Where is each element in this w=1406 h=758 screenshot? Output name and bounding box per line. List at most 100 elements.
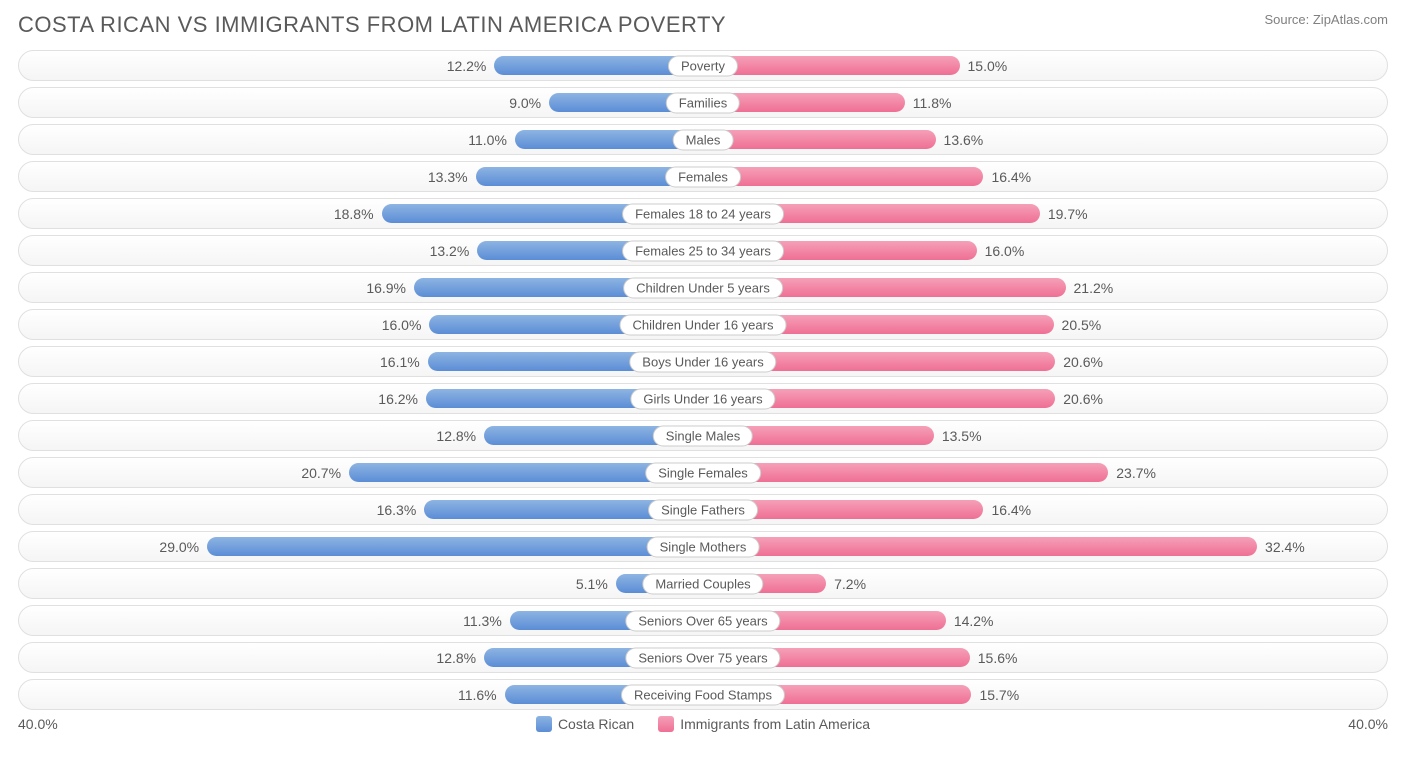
bar-value-left: 16.3% [377,502,417,518]
bar-value-right: 11.8% [913,95,952,111]
bar-half-left: 13.2% [19,236,703,265]
category-label: Males [673,129,734,150]
bar-value-right: 16.0% [985,243,1025,259]
bar-row: 16.9%21.2%Children Under 5 years [18,272,1388,303]
bar-half-right: 15.6% [703,643,1387,672]
bar-half-right: 11.8% [703,88,1387,117]
bar-value-left: 20.7% [301,465,341,481]
bar-value-left: 12.2% [447,58,487,74]
category-label: Seniors Over 75 years [625,647,780,668]
bar-value-right: 20.6% [1063,354,1103,370]
bar-value-left: 18.8% [334,206,374,222]
diverging-bar-chart: 12.2%15.0%Poverty9.0%11.8%Families11.0%1… [18,50,1388,710]
bar-row: 16.1% 20.6% Boys Under 16 years [18,346,1388,377]
bar-value-left: 13.3% [428,169,468,185]
bar-value-right: 32.4% [1265,539,1305,555]
bar-value-left: 12.8% [436,650,476,666]
bar-row: 12.8% 15.6% Seniors Over 75 years [18,642,1388,673]
bar-half-left: 11.3% [19,606,703,635]
legend-label-left: Costa Rican [558,716,634,732]
bar-row: 11.3%14.2%Seniors Over 65 years [18,605,1388,636]
bar-half-left: 16.0% [19,310,703,339]
bar-value-left: 13.2% [430,243,470,259]
bar-value-left: 5.1% [576,576,608,592]
bar-value-left: 9.0% [509,95,541,111]
bar-row: 12.2% 15.0%Poverty [18,50,1388,81]
bar-half-left: 20.7% [19,458,703,487]
bar-value-right: 20.5% [1062,317,1102,333]
bar-half-left: 9.0% [19,88,703,117]
category-label: Girls Under 16 years [630,388,775,409]
category-label: Poverty [668,55,738,76]
bar-row: 12.8% 13.5% Single Males [18,420,1388,451]
bar-left [207,537,703,556]
bar-half-left: 16.1% [19,347,703,376]
bar-half-left: 16.3% [19,495,703,524]
bar-half-right: 20.6% [703,384,1387,413]
bar-value-right: 21.2% [1074,280,1114,296]
legend-label-right: Immigrants from Latin America [680,716,870,732]
category-label: Boys Under 16 years [629,351,776,372]
bar-row: 13.3% 16.4% Females [18,161,1388,192]
bar-row: 16.3% 16.4% Single Fathers [18,494,1388,525]
bar-value-right: 19.7% [1048,206,1088,222]
legend-swatch-pink-icon [658,716,674,732]
bar-value-right: 16.4% [991,502,1031,518]
bar-half-right: 16.0% [703,236,1387,265]
bar-half-right: 13.5% [703,421,1387,450]
category-label: Receiving Food Stamps [621,684,785,705]
bar-value-left: 16.9% [366,280,406,296]
bar-half-right: 23.7% [703,458,1387,487]
bar-value-right: 23.7% [1116,465,1156,481]
category-label: Families [666,92,740,113]
category-label: Females 18 to 24 years [622,203,784,224]
bar-half-right: 13.6% [703,125,1387,154]
bar-row: 5.1% 7.2% Married Couples [18,568,1388,599]
bar-value-right: 7.2% [834,576,866,592]
bar-half-left: 13.3% [19,162,703,191]
chart-footer: 40.0% Costa Rican Immigrants from Latin … [18,716,1388,732]
bar-half-right: 20.5% [703,310,1387,339]
bar-value-left: 11.6% [458,687,497,703]
bar-right [703,537,1257,556]
bar-half-right: 21.2% [703,273,1387,302]
bar-half-right: 16.4% [703,495,1387,524]
bar-row: 18.8% 19.7% Females 18 to 24 years [18,198,1388,229]
bar-half-right: 19.7% [703,199,1387,228]
bar-half-right: 15.0% [703,51,1387,80]
bar-half-right: 14.2% [703,606,1387,635]
bar-row: 11.6%15.7%Receiving Food Stamps [18,679,1388,710]
legend-swatch-blue-icon [536,716,552,732]
bar-value-left: 16.0% [382,317,422,333]
category-label: Married Couples [642,573,763,594]
bar-value-right: 13.5% [942,428,982,444]
bar-half-left: 5.1% [19,569,703,598]
bar-row: 11.0% 13.6%Males [18,124,1388,155]
bar-half-left: 18.8% [19,199,703,228]
bar-value-right: 15.6% [978,650,1018,666]
category-label: Single Fathers [648,499,758,520]
legend: Costa Rican Immigrants from Latin Americ… [536,716,870,732]
bar-half-left: 12.8% [19,421,703,450]
category-label: Children Under 16 years [620,314,787,335]
category-label: Single Males [653,425,753,446]
bar-value-left: 16.1% [380,354,420,370]
bar-half-right: 7.2% [703,569,1387,598]
category-label: Females 25 to 34 years [622,240,784,261]
bar-half-left: 16.9% [19,273,703,302]
bar-row: 9.0% 11.8% Families [18,87,1388,118]
bar-value-left: 16.2% [378,391,418,407]
bar-value-right: 16.4% [991,169,1031,185]
bar-half-left: 11.6% [19,680,703,709]
bar-row: 13.2% 16.0% Females 25 to 34 years [18,235,1388,266]
chart-header: COSTA RICAN VS IMMIGRANTS FROM LATIN AME… [18,12,1388,38]
bar-half-right: 20.6% [703,347,1387,376]
bar-value-left: 11.0% [468,132,507,148]
bar-value-left: 12.8% [436,428,476,444]
bar-half-right: 32.4% [703,532,1387,561]
category-label: Single Mothers [647,536,760,557]
category-label: Females [665,166,741,187]
bar-value-right: 14.2% [954,613,994,629]
axis-max-right: 40.0% [1348,716,1388,732]
axis-max-left: 40.0% [18,716,58,732]
